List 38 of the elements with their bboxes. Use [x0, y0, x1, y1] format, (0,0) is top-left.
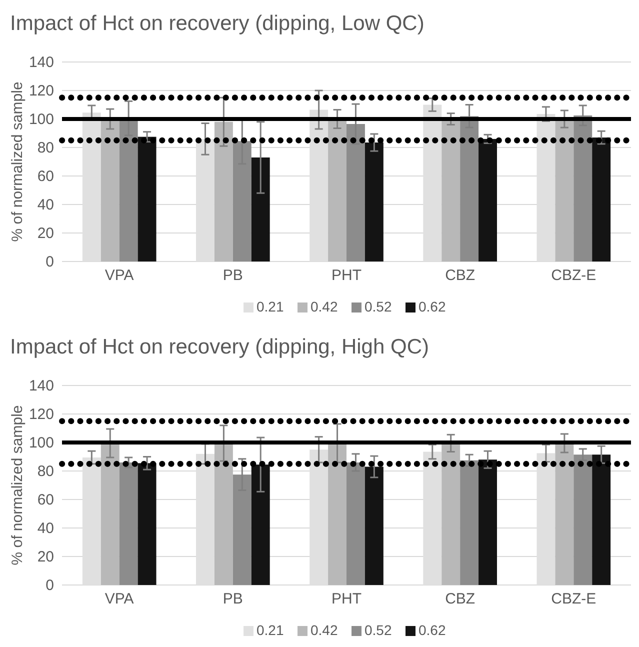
x-tick-label: PHT [332, 267, 362, 284]
y-tick-label: 20 [37, 548, 54, 566]
legend-label: 0.42 [310, 622, 338, 638]
y-tick-label: 60 [37, 168, 54, 185]
chart-title: Impact of Hct on recovery (dipping, Low QC) [10, 12, 424, 35]
legend-label: 0.62 [418, 622, 446, 638]
y-tick-label: 0 [46, 253, 54, 270]
y-tick-label: 40 [37, 196, 54, 214]
y-tick-label: 120 [28, 406, 54, 423]
y-tick-label: 120 [28, 82, 54, 100]
x-tick-label: PB [222, 590, 243, 608]
y-tick-label: 60 [37, 491, 54, 508]
y-tick-label: 140 [28, 377, 54, 394]
legend-label: 0.42 [310, 298, 338, 314]
y-tick-label: 100 [28, 110, 54, 128]
x-tick-label: CBZ [445, 590, 476, 608]
legend-label: 0.52 [364, 298, 392, 314]
x-tick-label: VPA [104, 267, 134, 284]
y-tick-label: 80 [37, 462, 54, 480]
x-tick-label: CBZ-E [551, 267, 596, 284]
y-tick-label: 20 [37, 224, 54, 242]
chart-title: Impact of Hct on recovery (dipping, High QC) [10, 336, 429, 358]
legend-label: 0.21 [256, 298, 284, 314]
x-tick-label: VPA [104, 590, 134, 608]
y-tick-label: 140 [28, 54, 54, 71]
legend-label: 0.21 [256, 622, 284, 638]
x-tick-label: CBZ-E [551, 590, 596, 608]
legend-label: 0.62 [418, 298, 446, 314]
x-tick-label: PHT [332, 590, 362, 608]
x-tick-label: CBZ [445, 267, 476, 284]
x-tick-label: PB [222, 267, 243, 284]
y-axis-title: % of normalized sample [9, 82, 26, 242]
y-tick-label: 0 [46, 576, 54, 594]
y-tick-label: 40 [37, 520, 54, 537]
y-tick-label: 100 [28, 434, 54, 452]
y-tick-label: 80 [37, 139, 54, 156]
legend-label: 0.52 [364, 622, 392, 638]
y-axis-title: % of normalized sample [9, 405, 26, 566]
